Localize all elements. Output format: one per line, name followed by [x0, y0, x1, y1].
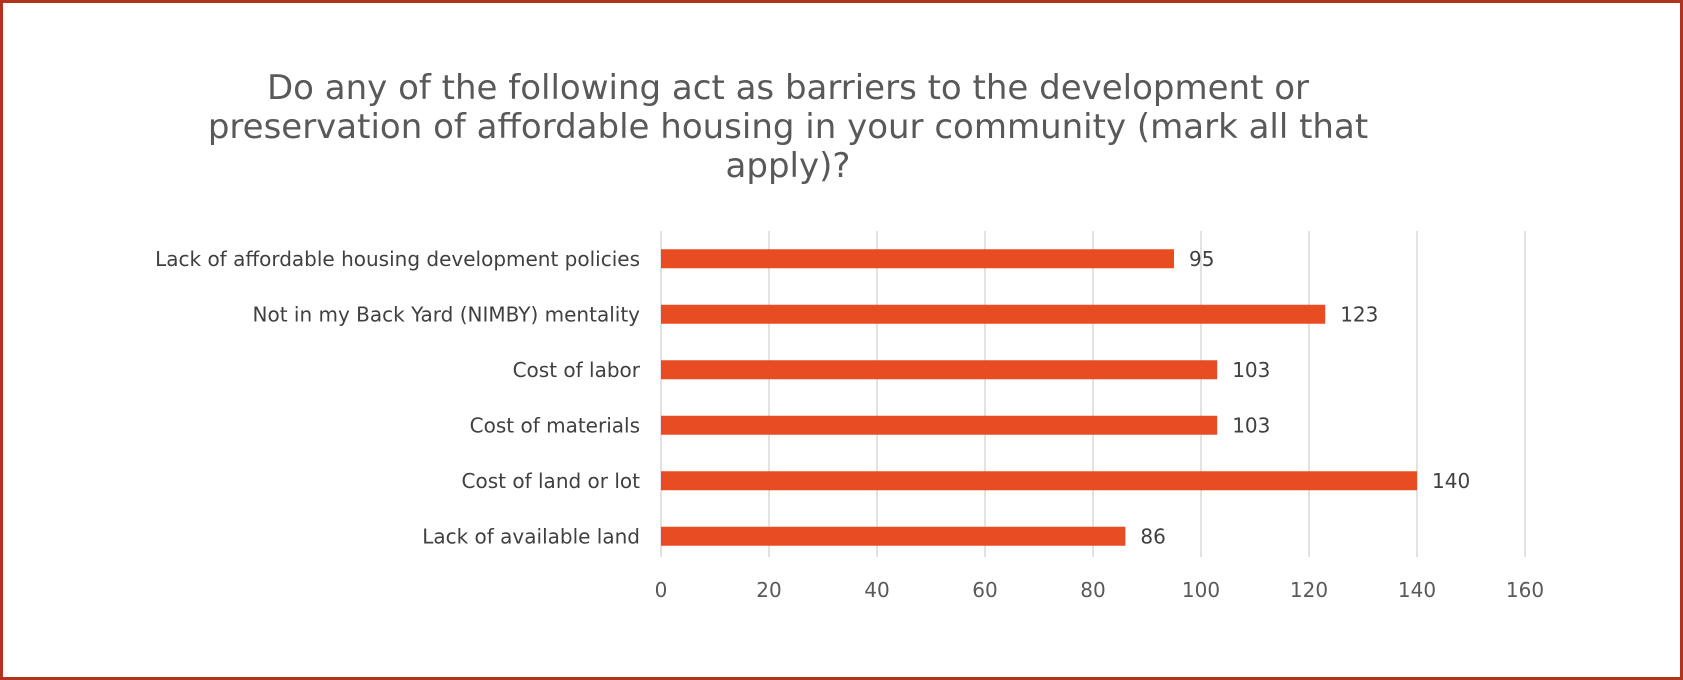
- category-label: Cost of land or lot: [462, 469, 641, 493]
- x-tick-label: 20: [756, 578, 781, 602]
- x-tick-label: 80: [1080, 578, 1105, 602]
- category-labels: Lack of affordable housing development p…: [155, 247, 641, 549]
- bar: [661, 360, 1218, 380]
- data-label: 95: [1189, 247, 1214, 271]
- bar: [661, 415, 1218, 435]
- category-label: Cost of labor: [513, 358, 641, 382]
- bar: [661, 471, 1417, 491]
- data-label: 86: [1140, 524, 1165, 548]
- x-tick-label: 0: [655, 578, 668, 602]
- x-tick-label: 60: [972, 578, 997, 602]
- category-label: Not in my Back Yard (NIMBY) mentality: [253, 302, 641, 326]
- bar-chart: Lack of affordable housing development p…: [155, 231, 1544, 602]
- data-label: 103: [1232, 358, 1270, 382]
- x-tick-label: 100: [1182, 578, 1220, 602]
- bar: [661, 249, 1174, 269]
- category-label: Lack of available land: [422, 524, 640, 548]
- x-tick-labels: 0 20 40 60 80 100 120 140 160: [655, 578, 1544, 602]
- data-label: 123: [1340, 302, 1378, 326]
- x-tick-label: 160: [1506, 578, 1544, 602]
- data-labels: 95 123 103 103 140 86: [1140, 247, 1470, 549]
- chart-title: Do any of the following act as barriers …: [207, 68, 1369, 186]
- x-tick-label: 140: [1398, 578, 1436, 602]
- category-label: Lack of affordable housing development p…: [155, 247, 640, 271]
- data-label: 140: [1432, 469, 1470, 493]
- bar: [661, 304, 1326, 324]
- category-label: Cost of materials: [470, 413, 640, 437]
- x-tick-label: 40: [864, 578, 889, 602]
- bars: [661, 249, 1417, 546]
- gridlines: [660, 231, 1526, 557]
- data-label: 103: [1232, 413, 1270, 437]
- x-tick-label: 120: [1290, 578, 1328, 602]
- bar: [661, 526, 1126, 546]
